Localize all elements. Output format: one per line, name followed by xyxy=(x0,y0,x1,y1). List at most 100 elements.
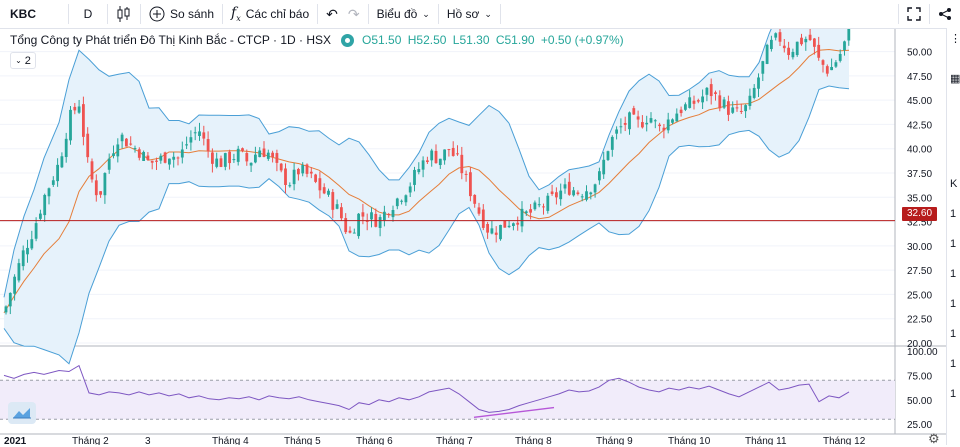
candle-body xyxy=(684,104,687,110)
chart-type-button[interactable]: Biểu đồ ⌄ xyxy=(369,0,438,28)
compare-button[interactable]: So sánh xyxy=(141,0,222,28)
candle-body xyxy=(671,119,674,123)
candle-body xyxy=(365,220,369,222)
candle-body xyxy=(137,149,141,158)
candle-body xyxy=(340,207,343,219)
candle-body xyxy=(567,181,571,195)
candle-body xyxy=(499,224,502,240)
candle-body xyxy=(262,148,266,157)
rsi-pane-icon[interactable] xyxy=(8,402,36,424)
candle-body xyxy=(297,168,300,175)
redo-icon: ↷ xyxy=(347,5,360,22)
candle-body xyxy=(709,84,713,97)
candle-body xyxy=(615,129,618,134)
candle-body xyxy=(426,160,429,163)
open-value: O51.50 xyxy=(362,33,402,47)
candle-body xyxy=(378,217,382,228)
redo-button[interactable]: ↷ xyxy=(346,0,368,28)
time-tick-label: 2021 xyxy=(4,436,27,445)
candle-body xyxy=(580,196,584,198)
candle-body xyxy=(94,180,98,196)
candle-body xyxy=(529,209,532,213)
candle-body xyxy=(722,99,726,108)
candle-body xyxy=(481,209,485,228)
bollinger-lower-line xyxy=(3,85,850,365)
price-tick-label: 27.50 xyxy=(907,266,932,277)
indicators-button[interactable]: fx Các chỉ báo xyxy=(223,0,317,28)
candle-body xyxy=(464,173,468,175)
eye-icon[interactable] xyxy=(341,33,355,47)
right-tools xyxy=(898,0,960,28)
price-tick-label: 45.00 xyxy=(907,96,932,107)
candle-body xyxy=(847,29,851,41)
candle-body xyxy=(632,108,636,115)
time-tick-label: Tháng 7 xyxy=(436,436,473,445)
more-icon[interactable]: ⋮ xyxy=(950,33,960,45)
bollinger-upper-line xyxy=(3,29,772,298)
candle-body xyxy=(176,157,180,159)
compare-label: So sánh xyxy=(170,7,215,21)
candle-body xyxy=(662,127,666,131)
watchlist-icon[interactable]: ▦ xyxy=(950,73,960,85)
candle-body xyxy=(168,158,171,165)
candle-body xyxy=(456,153,459,155)
candle-body xyxy=(469,172,472,197)
candle-body xyxy=(653,120,657,122)
candle-body xyxy=(636,116,640,120)
candle-body xyxy=(739,110,743,112)
indicator-count: 2 xyxy=(24,54,31,67)
candle-body xyxy=(843,41,846,51)
candle-body xyxy=(623,122,627,125)
high-value: H52.50 xyxy=(407,33,447,47)
gear-icon[interactable]: ⚙ xyxy=(928,431,940,446)
candle-body xyxy=(348,230,352,233)
candle-body xyxy=(705,87,709,95)
undo-button[interactable]: ↶ xyxy=(318,0,346,28)
candle-body xyxy=(305,164,309,174)
candle-body xyxy=(757,77,760,89)
candle-body xyxy=(39,213,42,219)
candle-body xyxy=(675,113,679,122)
candle-body xyxy=(4,306,8,313)
share-button[interactable] xyxy=(930,0,960,28)
candle-body xyxy=(537,204,541,206)
rsi-tick-label: 25.00 xyxy=(907,420,932,431)
time-tick-label: Tháng 2 xyxy=(72,436,109,445)
candle-body xyxy=(679,109,683,114)
sidebar-value-text: 1 xyxy=(950,208,957,220)
candle-body xyxy=(64,138,68,158)
interval-button[interactable]: D xyxy=(69,0,107,28)
price-tick-label: 40.00 xyxy=(907,145,932,156)
candle-body xyxy=(606,151,610,160)
candle-body xyxy=(503,220,507,228)
price-tick-label: 50.00 xyxy=(907,48,932,59)
candle-body xyxy=(43,194,47,216)
time-tick-label: 3 xyxy=(145,436,151,445)
candle-body xyxy=(752,87,756,98)
sidebar-value-text: 1 xyxy=(950,328,957,340)
candle-body xyxy=(645,122,649,125)
candle-body xyxy=(163,152,167,163)
candles-icon[interactable] xyxy=(108,0,140,28)
candle-body xyxy=(696,100,700,102)
candle-body xyxy=(13,276,16,294)
time-tick-label: Tháng 8 xyxy=(515,436,552,445)
rsi-tick-label: 50.00 xyxy=(907,396,932,407)
candle-body xyxy=(51,180,55,185)
price-tick-label: 32.50 xyxy=(907,218,932,229)
candle-body xyxy=(572,190,575,196)
candle-body xyxy=(146,155,150,160)
profile-button[interactable]: Hồ sơ ⌄ xyxy=(439,0,500,28)
candle-body xyxy=(215,158,219,167)
fullscreen-button[interactable] xyxy=(899,0,929,28)
price-chart[interactable]: 50.00 47.50 45.00 42.50 40.00 37.50 35.00 32.50… xyxy=(0,29,946,445)
chevron-down-icon: ⌄ xyxy=(484,8,492,19)
symbol-search-button[interactable]: KBC xyxy=(0,0,68,28)
price-tick-label: 42.50 xyxy=(907,120,932,131)
indicator-collapse-button[interactable]: ⌄ 2 xyxy=(10,52,36,69)
candle-body xyxy=(86,133,90,158)
candle-body xyxy=(800,37,803,45)
candle-body xyxy=(512,223,515,226)
candle-body xyxy=(421,160,425,170)
candle-body xyxy=(8,292,12,307)
